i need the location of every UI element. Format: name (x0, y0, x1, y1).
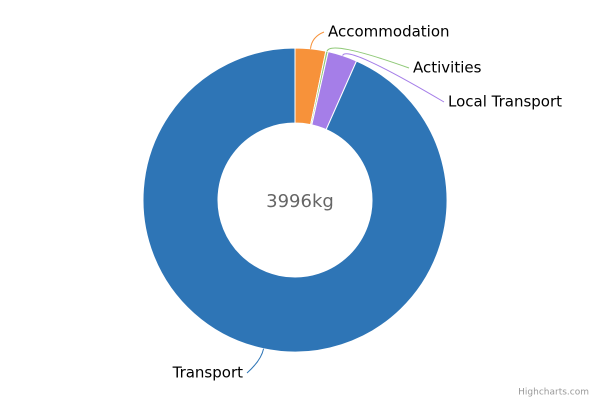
connector (342, 53, 445, 103)
slice (142, 47, 448, 353)
connector (246, 348, 265, 374)
slice-label: Transport (172, 364, 244, 382)
slice-label: Accommodation (328, 23, 450, 41)
slice-label: Activities (413, 59, 482, 77)
credits[interactable]: Highcharts.com (518, 388, 589, 398)
connector (310, 31, 325, 49)
slice-label: Local Transport (448, 93, 562, 111)
center-label: 3996kg (266, 191, 334, 212)
connector (326, 47, 410, 69)
